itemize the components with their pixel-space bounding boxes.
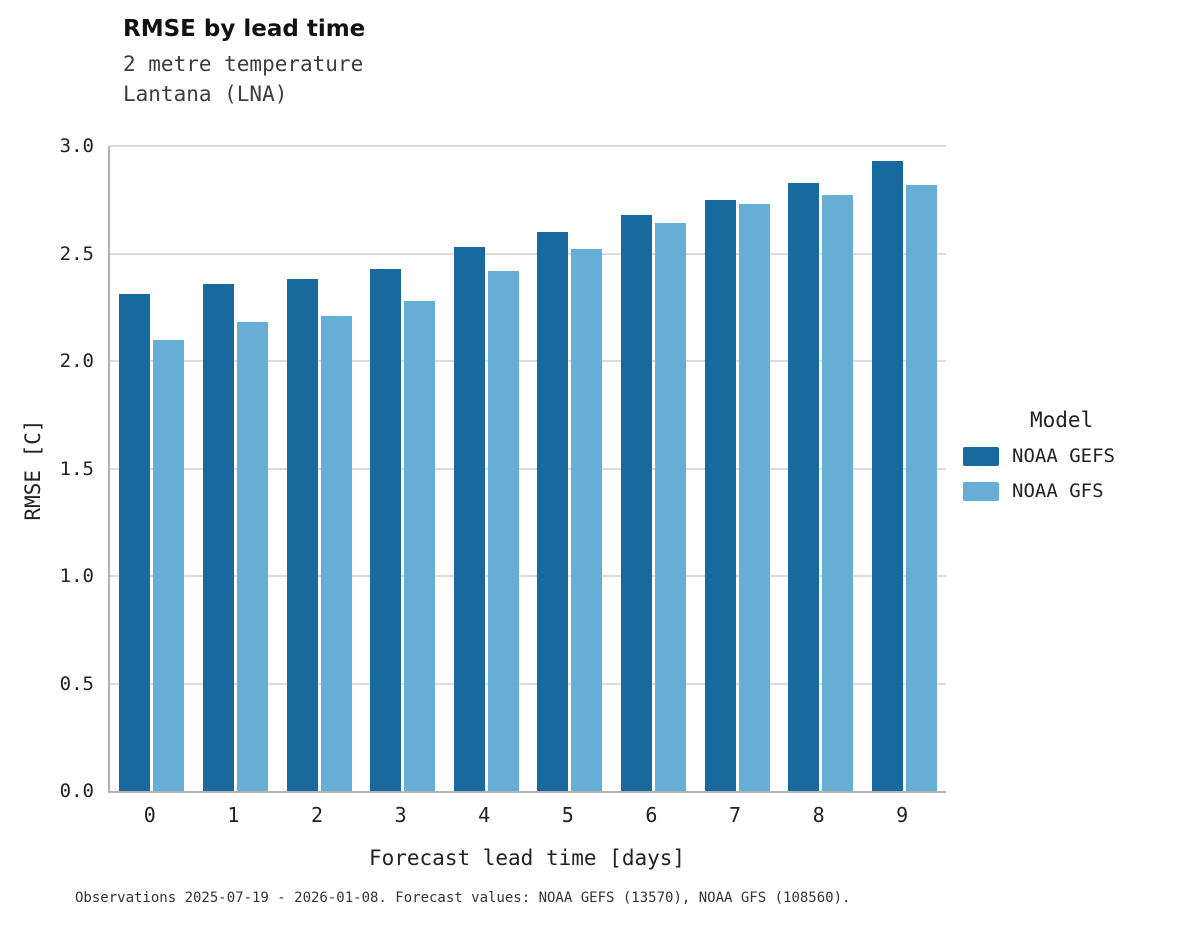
legend-item-noaa-gfs: NOAA GFS (963, 480, 1115, 502)
bar-noaa-gefs-lead-1 (202, 283, 234, 791)
plot-area (108, 145, 946, 793)
gridline-y-3.0 (110, 145, 946, 147)
bar-noaa-gefs-lead-6 (620, 214, 652, 791)
y-tick-label-1.5: 1.5 (59, 457, 94, 480)
x-tick-label-2: 2 (310, 803, 324, 827)
x-tick-label-8: 8 (812, 803, 825, 827)
footer-caption: Observations 2025-07-19 - 2026-01-08. Fo… (75, 890, 851, 906)
x-tick-label-6: 6 (645, 803, 658, 827)
bar-noaa-gfs-lead-7 (738, 204, 770, 791)
chart-subtitle-variable: 2 metre temperature (123, 52, 364, 76)
y-axis-ticks: 0.0 0.5 1.0 1.5 2.0 2.5 3.0 (28, 135, 94, 802)
bar-noaa-gefs-lead-8 (788, 182, 820, 791)
bar-noaa-gefs-lead-4 (453, 247, 485, 791)
x-axis-label: Forecast lead time [days] (368, 846, 686, 870)
gridline-y-1.0 (110, 575, 946, 577)
y-tick-label-0.0: 0.0 (59, 780, 94, 802)
y-tick-label-2.0: 2.0 (59, 350, 94, 372)
legend-swatch-noaa-gfs (963, 481, 999, 501)
x-tick-label-3: 3 (394, 803, 407, 827)
bar-noaa-gefs-lead-7 (704, 199, 736, 791)
legend-label-noaa-gefs: NOAA GEFS (1012, 445, 1115, 467)
x-tick-label-4: 4 (478, 803, 491, 827)
bar-noaa-gfs-lead-0 (153, 339, 185, 791)
bar-noaa-gefs-lead-0 (119, 294, 151, 791)
bar-noaa-gefs-lead-5 (537, 232, 569, 791)
bar-noaa-gfs-lead-6 (654, 223, 686, 791)
y-tick-label-1.0: 1.0 (59, 565, 94, 587)
bar-noaa-gfs-lead-3 (404, 300, 436, 791)
chart-title: RMSE by lead time (123, 16, 366, 42)
x-tick-label-7: 7 (728, 803, 742, 827)
bar-noaa-gfs-lead-1 (236, 322, 268, 791)
x-tick-label-5: 5 (561, 803, 574, 827)
y-tick-label-2.5: 2.5 (59, 242, 94, 265)
bar-noaa-gfs-lead-5 (571, 249, 603, 791)
gridline-y-2.0 (110, 360, 946, 362)
legend: Model NOAA GEFS NOAA GFS (963, 408, 1115, 502)
bar-noaa-gefs-lead-9 (871, 161, 903, 791)
bar-noaa-gfs-lead-4 (487, 270, 519, 791)
bar-noaa-gfs-lead-2 (320, 315, 352, 791)
legend-item-noaa-gefs: NOAA GEFS (963, 445, 1115, 467)
bar-noaa-gefs-lead-2 (286, 279, 318, 791)
bar-noaa-gefs-lead-3 (370, 268, 402, 791)
y-tick-label-0.5: 0.5 (59, 672, 94, 695)
chart-subtitle-station: Lantana (LNA) (123, 82, 288, 106)
legend-title: Model (1030, 408, 1094, 432)
bar-noaa-gfs-lead-8 (822, 195, 854, 791)
x-axis-ticks: 0 1 2 3 4 5 6 7 8 9 (108, 803, 946, 831)
x-tick-label-0: 0 (143, 803, 156, 827)
gridline-y-0.5 (110, 682, 946, 685)
x-tick-label-1: 1 (227, 803, 240, 827)
legend-label-noaa-gfs: NOAA GFS (1012, 480, 1104, 502)
gridline-y-2.5 (110, 252, 946, 255)
x-tick-label-9: 9 (896, 803, 909, 827)
gridline-y-1.5 (110, 467, 946, 470)
legend-swatch-noaa-gefs (963, 446, 999, 466)
y-tick-label-3.0: 3.0 (59, 135, 94, 157)
bar-noaa-gfs-lead-9 (905, 184, 937, 791)
